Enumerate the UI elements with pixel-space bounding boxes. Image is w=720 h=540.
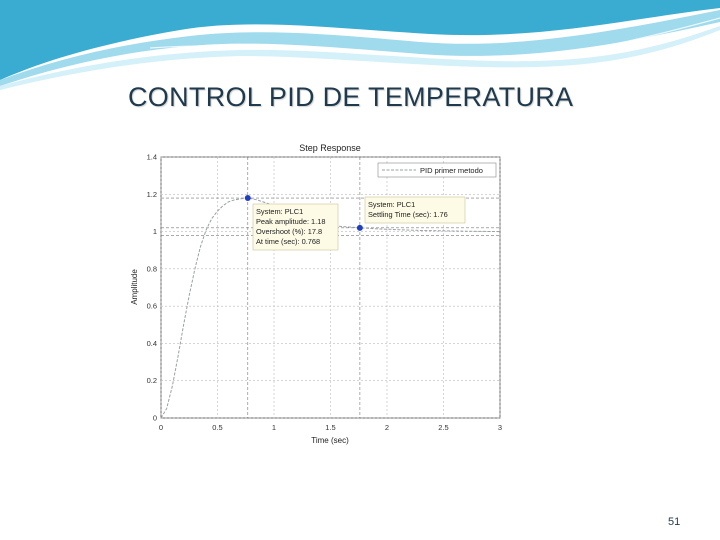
annotation-text: At time (sec): 0.768 xyxy=(256,237,320,246)
annotation-text: Peak amplitude: 1.18 xyxy=(256,217,325,226)
y-axis-label: Amplitude xyxy=(130,269,139,305)
y-tick-label: 1.4 xyxy=(147,153,157,162)
y-tick-label: 0 xyxy=(153,414,157,423)
annotation-text: System: PLC1 xyxy=(256,207,303,216)
x-tick-label: 1 xyxy=(272,423,276,432)
x-tick-label: 1.5 xyxy=(325,423,335,432)
y-tick-label: 0.6 xyxy=(147,302,157,311)
slide-title: CONTROL PID DE TEMPERATURA xyxy=(128,82,574,112)
annotation-text: Overshoot (%): 17.8 xyxy=(256,227,322,236)
header-banner xyxy=(0,0,720,90)
marker-layer xyxy=(244,195,363,231)
annotation-box xyxy=(364,196,466,224)
legend: PID primer metodo xyxy=(377,162,497,178)
annotation-text: System: PLC1 xyxy=(368,200,415,209)
y-tick-label: 1 xyxy=(153,227,157,236)
series-layer xyxy=(160,197,501,419)
x-tick-label: 0 xyxy=(159,423,163,432)
chart-title: Step Response xyxy=(299,143,361,153)
grid-lines xyxy=(160,156,501,419)
annotation-text: Settling Time (sec): 1.76 xyxy=(368,210,448,219)
x-axis-label: Time (sec) xyxy=(311,436,349,445)
data-marker xyxy=(244,195,251,202)
annotation-box xyxy=(252,203,339,251)
data-marker xyxy=(356,224,363,231)
step-response-chart: 0 0.5 1 1.5 2 2.5 3 0 0.2 0.4 0.6 0.8 1 1.2 1.4 System… xyxy=(130,143,503,445)
y-tick-label: 1.2 xyxy=(147,190,157,199)
legend-label: PID primer metodo xyxy=(420,166,483,175)
page-number: 51 xyxy=(668,516,681,528)
x-tick-label: 2 xyxy=(385,423,389,432)
y-tick-label: 0.8 xyxy=(147,264,157,273)
x-tick-label: 2.5 xyxy=(438,423,448,432)
y-tick-label: 0.4 xyxy=(147,339,157,348)
y-tick-label: 0.2 xyxy=(147,376,157,385)
x-tick-label: 3 xyxy=(498,423,502,432)
tick-labels: 0 0.5 1 1.5 2 2.5 3 0 0.2 0.4 0.6 0.8 1 1.2 1.4 xyxy=(147,153,503,433)
x-tick-label: 0.5 xyxy=(212,423,222,432)
legend-box xyxy=(377,162,497,178)
series-line xyxy=(160,197,501,419)
